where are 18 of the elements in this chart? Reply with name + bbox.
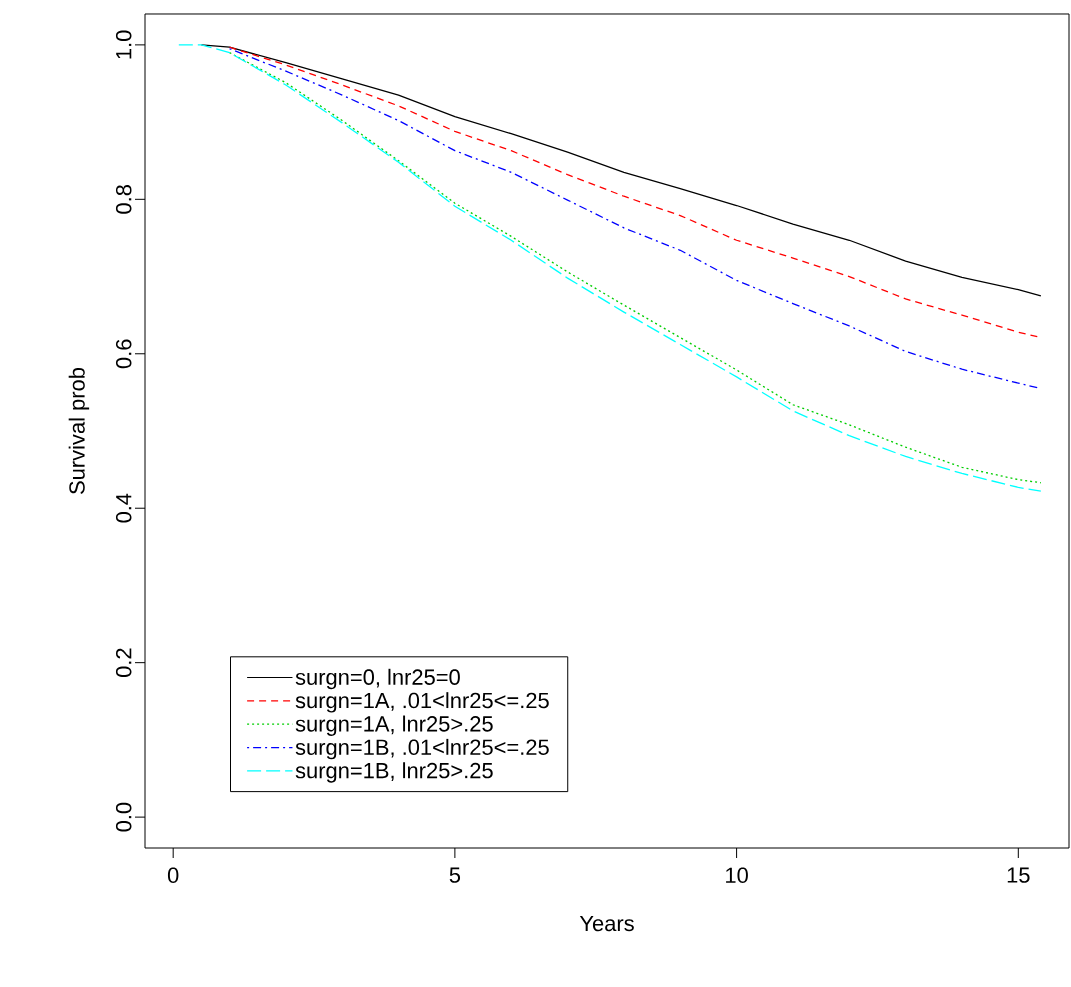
y-tick-label: 0.0: [115, 802, 132, 832]
y-tick-label: 0.6: [115, 339, 132, 369]
x-tick-label: 10: [726, 867, 748, 884]
line-series: [200, 44, 1042, 297]
x-tick-label: 0: [167, 867, 179, 884]
y-tick-label: 1.0: [115, 30, 132, 59]
legend-label: surgn=0, lnr25=0: [295, 668, 460, 690]
y-tick-label: 0.8: [115, 185, 132, 214]
x-tick-label: 15: [1007, 867, 1030, 883]
x-axis-title: Years: [579, 915, 634, 932]
y-tick-label: 0.4: [115, 493, 132, 523]
legend-label: surgn=1B, .01<lnr25<=.25: [295, 738, 549, 760]
legend-label: surgn=1A, .01<lnr25<=.25: [295, 692, 549, 713]
y-axis-title: Survival prob: [68, 368, 90, 494]
legend-label: surgn=1B, lnr25>.25: [295, 762, 493, 783]
legend-label: surgn=1A, lnr25>.25: [295, 715, 493, 736]
y-tick-label: 0.2: [115, 648, 132, 678]
x-tick-label: 5: [449, 867, 461, 883]
